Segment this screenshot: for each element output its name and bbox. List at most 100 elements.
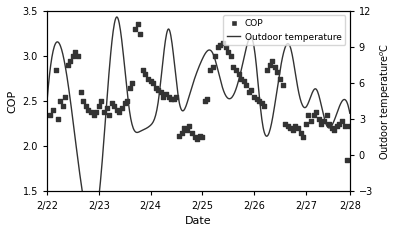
Point [70,54,76,58]
Point [114,108,120,112]
Point [53,68,60,72]
Point [98,99,104,103]
Y-axis label: COP: COP [7,89,17,113]
Point [78,90,84,94]
Point [316,117,322,121]
Point [292,125,299,128]
Point [240,79,247,83]
Point [266,63,273,67]
Point [129,81,136,85]
Point [323,113,330,116]
Point [160,95,167,99]
Point [326,122,332,126]
Point [347,125,353,128]
Point [55,117,62,121]
Point [339,119,345,123]
Point [318,122,324,126]
Point [194,137,200,141]
Point [80,99,86,103]
Point [62,95,68,99]
Point [140,68,146,72]
Point [168,98,174,101]
Point [248,89,255,92]
Point [225,50,231,53]
Y-axis label: Outdoor temperature$^o$C: Outdoor temperature$^o$C [379,43,393,160]
Point [173,95,180,99]
Point [132,27,138,31]
Point [142,72,148,76]
Point [147,79,154,83]
Point [243,83,250,87]
Point [284,125,291,128]
Point [264,68,270,72]
Point [310,113,317,116]
Point [127,86,133,89]
Point [215,45,221,49]
Point [85,108,92,112]
Point [313,110,319,114]
Point [103,106,110,110]
Point [106,113,112,116]
Point [101,110,107,114]
Point [191,135,198,139]
Point [178,131,185,135]
X-axis label: Date: Date [185,216,212,226]
Point [124,99,130,103]
Point [96,104,102,108]
Point [134,23,141,26]
Point [64,63,71,67]
Point [222,45,229,49]
Point [50,108,56,112]
Point [111,104,118,108]
Point [328,127,335,130]
Point [303,122,309,126]
Point [155,89,162,92]
Point [230,65,236,69]
Point [158,90,164,94]
Point [334,125,340,128]
Point [119,106,125,110]
Point [196,134,203,137]
Point [46,113,53,116]
Point [207,68,213,72]
Point [163,92,169,96]
Point [199,135,206,139]
Point [93,110,99,114]
Point [254,98,260,101]
Point [331,128,338,132]
Point [210,65,216,69]
Legend: COP, Outdoor temperature: COP, Outdoor temperature [223,15,345,45]
Point [59,104,66,108]
Point [272,65,278,69]
Point [251,95,257,99]
Point [108,101,115,105]
Point [212,54,218,58]
Point [308,119,314,123]
Point [145,77,151,81]
Point [166,95,172,99]
Point [233,68,239,72]
Point [176,134,182,137]
Point [279,83,286,87]
Point [282,122,288,126]
Point [171,98,177,101]
Point [246,90,252,94]
Point [116,110,123,114]
Point [274,70,280,74]
Point [186,125,192,128]
Point [259,101,265,105]
Point [305,113,312,116]
Point [295,127,301,130]
Point [72,50,79,53]
Point [150,81,156,85]
Point [181,127,187,130]
Point [261,104,268,108]
Point [88,110,94,114]
Point [67,59,74,62]
Point [220,41,226,45]
Point [238,77,244,81]
Point [277,77,283,81]
Point [256,99,262,103]
Point [298,131,304,135]
Point [83,104,89,108]
